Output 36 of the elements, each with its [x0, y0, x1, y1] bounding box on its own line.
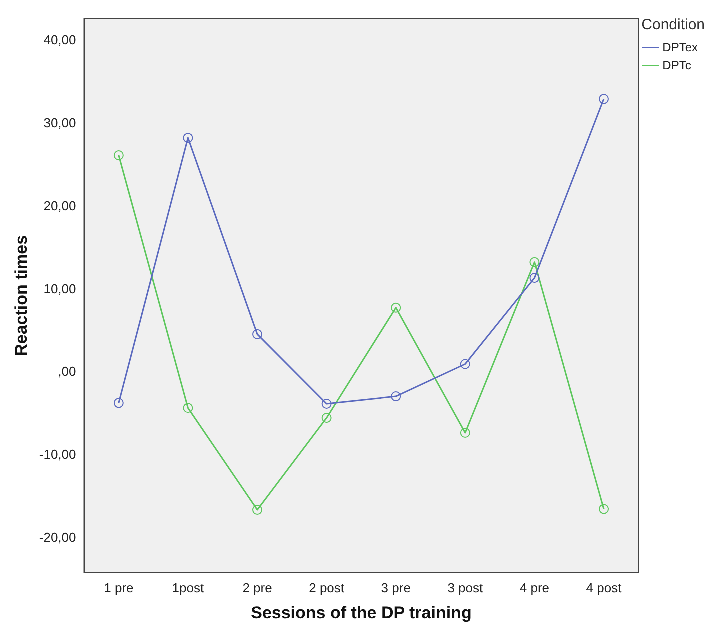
x-tick-label: 1 pre [104, 580, 134, 596]
point [183, 133, 194, 144]
y-tick-label: 10,00 [44, 281, 76, 296]
point [460, 428, 470, 438]
point [530, 257, 540, 268]
point [183, 403, 194, 414]
point [252, 505, 263, 516]
legend-label: DPTc [662, 58, 692, 72]
point [391, 302, 402, 313]
x-axis-title: Sessions of the DP training [251, 603, 472, 622]
x-tick-label: 2 post [309, 580, 345, 596]
y-tick-label: ,00 [58, 364, 76, 380]
point [599, 504, 610, 514]
point [252, 329, 263, 340]
x-tick-label: 3 pre [381, 580, 411, 596]
x-tick-label: 4 post [586, 580, 622, 596]
point [114, 150, 124, 160]
y-tick-label: 40,00 [44, 32, 76, 48]
y-tick-label: 20,00 [44, 198, 76, 214]
point [322, 413, 332, 424]
point [114, 398, 124, 408]
point [599, 94, 610, 104]
y-axis-title: Reaction times [12, 235, 31, 356]
x-tick-label: 2 pre [242, 580, 272, 596]
y-tick-label: -10,00 [39, 446, 76, 462]
point [322, 399, 332, 410]
point [530, 273, 540, 284]
point [460, 359, 470, 370]
x-tick-label: 4 pre [520, 580, 550, 596]
legend-label: DPTex [662, 40, 698, 54]
x-tick-label: 1post [172, 580, 204, 596]
y-tick-label: -20,00 [39, 530, 76, 545]
x-tick-label: 3 post [448, 580, 484, 596]
legend-title: Condition [642, 16, 706, 34]
y-tick-label: 30,00 [44, 116, 76, 131]
point [391, 392, 402, 402]
